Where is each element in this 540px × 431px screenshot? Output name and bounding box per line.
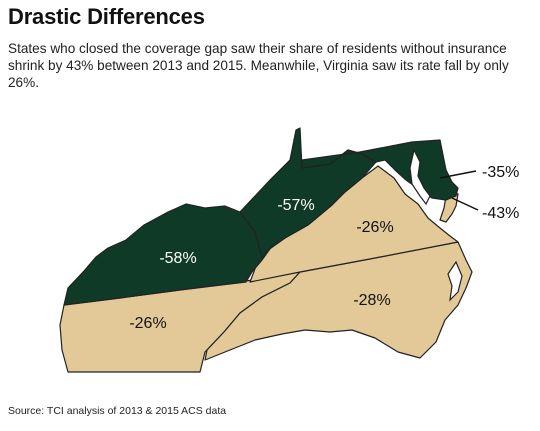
water-chesapeake	[409, 148, 431, 206]
region-kentucky	[63, 203, 273, 306]
label-north-carolina: -28%	[353, 292, 390, 309]
callout-line-maryland	[439, 170, 477, 179]
label-maryland: -35%	[482, 164, 519, 181]
callout-line-delaware	[451, 197, 479, 211]
region-north-carolina	[204, 241, 473, 361]
label-kentucky: -58%	[159, 250, 196, 267]
label-delaware: -43%	[482, 205, 519, 222]
label-tennessee: -26%	[129, 315, 166, 332]
source-note: Source: TCI analysis of 2013 & 2015 ACS …	[8, 405, 227, 417]
label-west-virginia: -57%	[277, 197, 314, 214]
chart-subtitle: States who closed the coverage gap saw t…	[8, 41, 509, 90]
water-outer-banks	[447, 260, 463, 302]
chart-title: Drastic Differences	[8, 4, 205, 29]
label-virginia: -26%	[356, 219, 393, 236]
